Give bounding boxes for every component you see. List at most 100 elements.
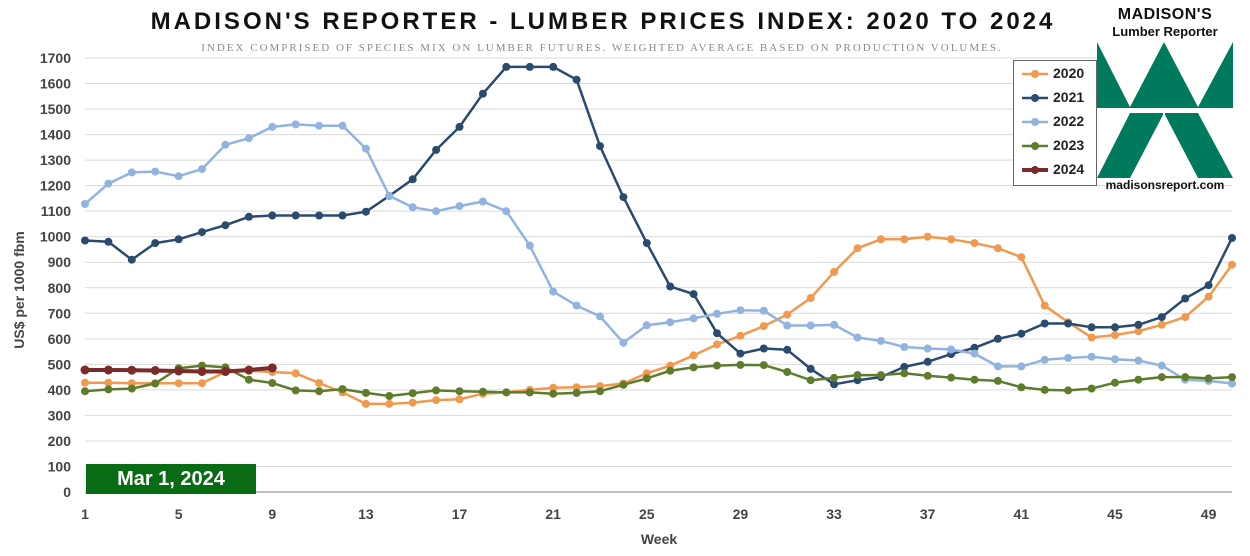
- data-point-2021: [1157, 313, 1166, 322]
- data-point-2023: [291, 386, 300, 395]
- data-point-2021: [1064, 319, 1073, 328]
- data-point-2021: [291, 211, 300, 220]
- data-point-2024: [220, 367, 230, 376]
- data-point-2023: [713, 361, 721, 370]
- data-point-2022: [947, 345, 956, 354]
- data-point-2022: [830, 320, 839, 329]
- y-tick-label: 1700: [40, 50, 71, 66]
- data-point-2020: [572, 383, 581, 392]
- data-point-2020: [1134, 327, 1143, 336]
- data-point-2023: [923, 371, 932, 380]
- data-point-2023: [666, 366, 675, 375]
- data-point-2021: [759, 344, 768, 353]
- legend-item-2022: 2022: [1020, 112, 1096, 132]
- data-point-2023: [1017, 383, 1026, 392]
- data-point-2022: [783, 321, 792, 330]
- data-point-2022: [478, 197, 487, 206]
- data-point-2021: [783, 345, 792, 354]
- data-point-2022: [268, 122, 277, 131]
- data-point-2021: [408, 175, 417, 184]
- data-point-2023: [1040, 385, 1049, 394]
- data-point-2020: [81, 378, 89, 387]
- data-point-2023: [1157, 373, 1166, 382]
- data-point-2023: [432, 386, 441, 395]
- data-point-2021: [127, 255, 136, 264]
- data-point-2022: [619, 338, 628, 347]
- data-point-2023: [900, 369, 909, 378]
- data-point-2022: [502, 207, 511, 216]
- data-point-2023: [783, 368, 792, 376]
- data-point-2020: [408, 398, 417, 407]
- logo-triangles-icon: [1097, 42, 1233, 178]
- data-point-2023: [830, 373, 839, 382]
- data-point-2023: [408, 389, 417, 398]
- data-point-2020: [736, 331, 745, 340]
- data-point-2021: [993, 334, 1002, 343]
- data-point-2022: [1228, 379, 1236, 388]
- data-point-2023: [993, 376, 1002, 385]
- data-point-2022: [900, 343, 909, 351]
- data-point-2020: [291, 369, 300, 378]
- y-tick-label: 300: [48, 407, 72, 423]
- data-point-2023: [1181, 373, 1190, 382]
- data-point-2022: [642, 321, 651, 330]
- y-tick-label: 800: [48, 280, 72, 296]
- data-point-2020: [104, 378, 113, 387]
- data-point-2023: [596, 387, 604, 396]
- legend-swatch-icon: [1022, 94, 1048, 102]
- legend-label: 2021: [1053, 89, 1085, 105]
- chart-subtitle: INDEX COMPRISED OF SPECIES MIX ON LUMBER…: [201, 42, 1003, 54]
- data-point-2022: [923, 344, 932, 353]
- data-point-2020: [1040, 301, 1049, 310]
- x-tick-label: 21: [545, 506, 561, 522]
- data-point-2022: [713, 309, 721, 318]
- data-point-2021: [806, 364, 815, 373]
- data-point-2020: [432, 396, 441, 405]
- legend-item-2020: 2020: [1020, 64, 1096, 84]
- data-point-2021: [830, 380, 839, 389]
- data-point-2021: [81, 236, 89, 245]
- data-point-2024: [127, 365, 137, 375]
- data-point-2020: [783, 310, 792, 319]
- data-point-2021: [151, 239, 160, 248]
- data-point-2023: [572, 388, 581, 397]
- data-point-2023: [1111, 378, 1119, 387]
- data-point-2023: [81, 387, 89, 396]
- data-point-2020: [923, 232, 932, 241]
- data-point-2023: [619, 380, 628, 389]
- legend-label: 2023: [1053, 137, 1085, 153]
- data-point-2021: [572, 75, 581, 84]
- data-point-2022: [385, 191, 394, 200]
- legend-label: 2022: [1053, 113, 1085, 129]
- legend-label: 2020: [1053, 65, 1085, 81]
- y-axis-ticks: 0 100 200 300 400 500 600 700 800 900 1000 1100 1200…: [40, 50, 71, 500]
- data-point-2021: [970, 343, 979, 352]
- data-point-2021: [1181, 294, 1190, 303]
- data-point-2022: [525, 241, 534, 250]
- y-axis-label: US$ per 1000 fbm: [11, 231, 27, 349]
- data-point-2021: [619, 193, 628, 202]
- data-point-2022: [315, 121, 324, 130]
- data-point-2024: [197, 367, 207, 376]
- data-point-2020: [759, 322, 768, 331]
- data-point-2020: [806, 294, 815, 302]
- data-point-2021: [432, 145, 441, 154]
- data-point-2022: [596, 312, 604, 321]
- x-tick-label: 33: [826, 506, 842, 522]
- data-point-2023: [478, 387, 487, 396]
- data-point-2020: [970, 239, 979, 248]
- data-point-2023: [806, 376, 815, 385]
- data-point-2022: [1111, 355, 1119, 364]
- data-point-2020: [1228, 260, 1236, 269]
- x-tick-label: 45: [1107, 506, 1123, 522]
- data-point-2022: [853, 333, 862, 342]
- data-point-2021: [268, 211, 277, 220]
- data-point-2022: [1040, 355, 1049, 364]
- data-point-2021: [923, 357, 932, 366]
- y-tick-label: 500: [48, 356, 72, 372]
- data-point-2021: [525, 62, 534, 71]
- data-point-2021: [1228, 234, 1236, 242]
- data-point-2022: [549, 287, 558, 296]
- data-point-2022: [1087, 352, 1096, 361]
